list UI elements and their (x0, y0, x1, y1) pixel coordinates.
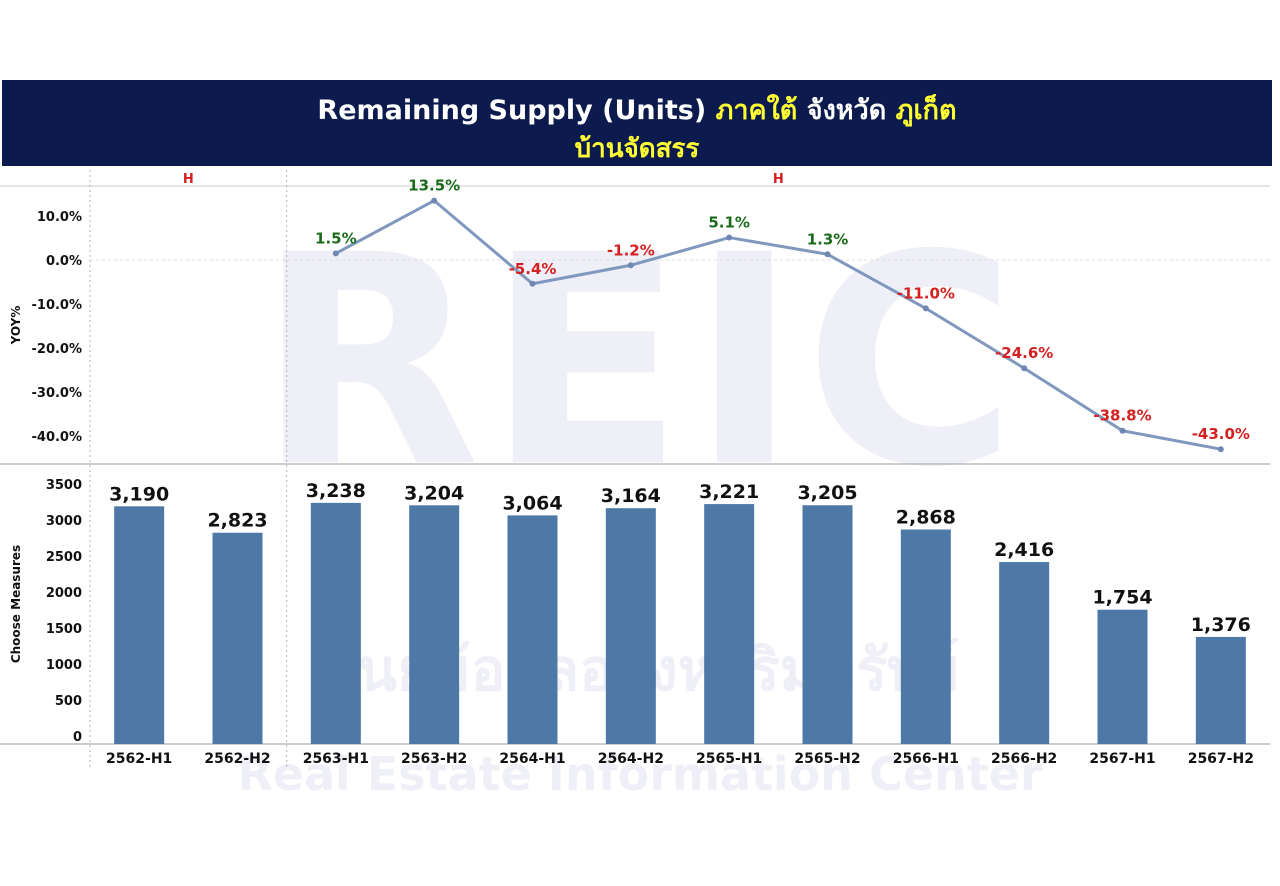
bar-value-label: 2,868 (896, 507, 956, 529)
bar-value-label: 3,190 (109, 483, 169, 505)
bottom-y-tick-label: 1500 (46, 622, 82, 637)
yoy-series-line (335, 199, 1222, 451)
top-y-tick-label: -10.0% (32, 298, 83, 313)
x-tick-label: 2567-H2 (1188, 751, 1254, 767)
bottom-y-axis-label: Choose Measures (9, 545, 23, 663)
bottom-y-tick-label: 0 (73, 730, 82, 745)
x-tick-label: 2565-H1 (696, 751, 762, 767)
title-part-2: ภาคใต้ (715, 95, 798, 126)
bar-2564-H2 (605, 508, 656, 744)
bar-value-label: 3,064 (502, 492, 562, 514)
x-tick-label: 2562-H2 (204, 751, 270, 767)
bottom-y-tick-label: 2500 (46, 550, 82, 565)
yoy-data-label: 13.5% (408, 177, 460, 195)
bar-2565-H1 (704, 504, 755, 744)
bottom-y-tick-label: 3000 (46, 514, 82, 529)
yoy-data-label: -1.2% (607, 241, 655, 259)
bar-2563-H2 (409, 505, 460, 744)
group-header-label: H (773, 172, 784, 187)
top-y-axis-label: YOY% (9, 306, 23, 346)
bar-value-label: 3,164 (601, 485, 661, 507)
bottom-y-tick-label: 3500 (46, 478, 82, 493)
yoy-data-label: -24.6% (995, 344, 1053, 362)
bar-2566-H1 (900, 529, 951, 744)
watermark-reic: REIC (257, 194, 1023, 531)
yoy-point (922, 305, 929, 312)
yoy-point (1217, 446, 1224, 453)
title-part-3: จังหวัด (806, 95, 887, 126)
bar-value-label: 3,221 (699, 481, 759, 503)
yoy-point (726, 234, 733, 241)
yoy-point (1119, 427, 1126, 434)
bar-2567-H1 (1097, 609, 1148, 744)
bottom-y-tick-label: 1000 (46, 658, 82, 673)
x-tick-label: 2566-H1 (893, 751, 959, 767)
title-part-4: ภูเก็ต (895, 95, 957, 126)
group-header-label: H (183, 172, 194, 187)
top-y-tick-label: -40.0% (32, 430, 83, 445)
yoy-point (627, 262, 634, 269)
title-part-1: Remaining Supply (Units) (317, 95, 707, 126)
yoy-point (1021, 365, 1028, 372)
yoy-data-label: 5.1% (708, 214, 750, 232)
yoy-data-label: -5.4% (509, 260, 557, 278)
top-y-tick-label: -20.0% (32, 342, 83, 357)
bar-value-label: 3,204 (404, 482, 464, 504)
bar-value-label: 2,416 (994, 539, 1054, 561)
bar-value-label: 2,823 (207, 510, 267, 532)
x-tick-label: 2563-H1 (303, 751, 369, 767)
bottom-y-tick-label: 2000 (46, 586, 82, 601)
chart-subtitle: บ้านจัดสรร (574, 134, 700, 164)
bar-2565-H2 (802, 505, 853, 744)
yoy-data-label: -11.0% (897, 284, 955, 302)
chart-title-banner: Remaining Supply (Units) ภาคใต้ จังหวัด … (2, 80, 1272, 166)
top-y-tick-label: 10.0% (37, 210, 82, 225)
yoy-point (431, 197, 438, 204)
x-tick-label: 2562-H1 (106, 751, 172, 767)
bar-2567-H2 (1195, 636, 1246, 744)
x-tick-label: 2564-H1 (499, 751, 565, 767)
top-y-tick-label: -30.0% (32, 386, 83, 401)
yoy-data-label: -38.8% (1093, 407, 1151, 425)
x-tick-label: 2567-H1 (1089, 751, 1155, 767)
x-tick-label: 2563-H2 (401, 751, 467, 767)
bar-value-label: 3,238 (306, 480, 366, 502)
top-y-tick-label: 0.0% (46, 254, 82, 269)
bar-2562-H2 (212, 532, 263, 744)
bar-value-label: 3,205 (797, 482, 857, 504)
watermark-english-text: Real Estate Information Center (237, 747, 1043, 801)
bar-2566-H2 (999, 562, 1050, 744)
bottom-y-tick-label: 500 (55, 694, 82, 709)
yoy-data-label: -43.0% (1192, 425, 1250, 443)
bar-2563-H1 (310, 502, 361, 744)
yoy-data-label: 1.3% (807, 230, 849, 248)
bar-value-label: 1,754 (1092, 587, 1152, 609)
yoy-data-label: 1.5% (315, 229, 357, 247)
yoy-point (824, 251, 831, 258)
yoy-point (332, 250, 339, 257)
chart-title: Remaining Supply (Units) ภาคใต้ จังหวัด … (2, 88, 1272, 131)
x-tick-label: 2565-H2 (794, 751, 860, 767)
bar-2562-H1 (114, 506, 165, 744)
yoy-point (529, 280, 536, 287)
bar-value-label: 1,376 (1191, 614, 1251, 636)
bar-2564-H1 (507, 515, 558, 744)
x-tick-label: 2564-H2 (598, 751, 664, 767)
x-tick-label: 2566-H2 (991, 751, 1057, 767)
